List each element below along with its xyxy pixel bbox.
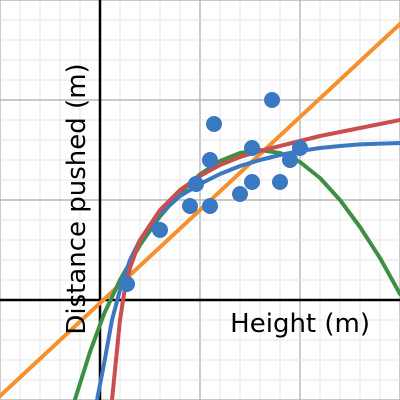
data-point xyxy=(182,198,198,214)
data-point xyxy=(188,176,204,192)
data-point xyxy=(202,198,218,214)
data-point xyxy=(206,116,222,132)
data-point xyxy=(244,140,260,156)
data-points xyxy=(119,92,308,292)
data-point xyxy=(282,152,298,168)
quadratic-fit-curve xyxy=(72,148,400,400)
fit-curves xyxy=(0,22,400,400)
data-point xyxy=(272,174,288,190)
x-axis-label: Height (m) xyxy=(230,309,370,339)
y-axis-label: Distance pushed (m) xyxy=(62,63,92,334)
logarithmic-fit-curve xyxy=(95,141,400,400)
logarithmic-fit-curve xyxy=(110,118,400,400)
data-point xyxy=(202,152,218,168)
data-point xyxy=(119,276,135,292)
data-point xyxy=(292,140,308,156)
linear-fit-curve xyxy=(0,22,400,398)
data-point xyxy=(232,186,248,202)
data-point xyxy=(264,92,280,108)
data-point xyxy=(152,222,168,238)
data-point xyxy=(244,174,260,190)
